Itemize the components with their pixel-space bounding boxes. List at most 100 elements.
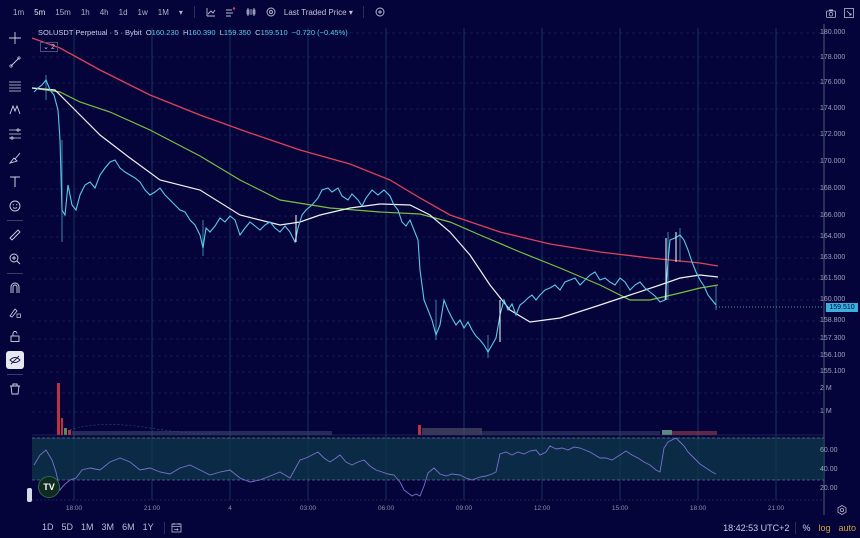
price-label: 180.000 — [820, 29, 846, 36]
indicators-collapse-button[interactable]: ⌄ 2 — [40, 42, 58, 52]
range-3m[interactable]: 3M — [101, 521, 115, 532]
time-label: 21:00 — [767, 505, 785, 512]
trash-icon — [10, 383, 20, 395]
horizontal-lines-tool[interactable] — [0, 74, 30, 98]
time-label: 18:00 — [689, 505, 707, 512]
timeframe-1h[interactable]: 1h — [80, 7, 90, 17]
fib-icon — [9, 128, 21, 140]
crosshair-tool[interactable] — [0, 26, 30, 50]
auto-toggle[interactable]: auto — [838, 523, 856, 533]
zoom-in-tool[interactable] — [0, 247, 30, 271]
fib-tool[interactable] — [0, 122, 30, 146]
volume-label: 1 M — [820, 408, 832, 415]
goto-date-icon[interactable] — [171, 522, 182, 535]
indicators-icon[interactable] — [204, 5, 218, 19]
timeframe-dropdown[interactable]: ▾ — [178, 7, 183, 17]
candle-wicks — [45, 75, 717, 358]
pattern-icon — [9, 104, 21, 115]
current-price-tag: 159.510 — [826, 303, 858, 312]
settings-icon[interactable] — [264, 5, 278, 19]
percent-toggle[interactable]: % — [802, 523, 811, 533]
brush-tool[interactable] — [0, 146, 30, 170]
price-source-dropdown[interactable]: Last Traded Price ▾ — [283, 7, 353, 17]
close-label: C — [255, 28, 261, 37]
price-label: 170.000 — [820, 158, 846, 165]
ruler-icon — [9, 229, 21, 241]
scroll-handle[interactable] — [27, 488, 32, 502]
price-label: 156.100 — [820, 352, 846, 359]
unlock-icon — [10, 331, 20, 342]
timeframe-1M[interactable]: 1M — [157, 7, 169, 17]
high-label: H — [182, 28, 189, 37]
price-line — [33, 78, 717, 354]
emoji-icon — [9, 200, 21, 212]
price-label: 160.000 — [820, 296, 846, 303]
clock: 18:42:53 UTC+2 — [723, 523, 790, 533]
toolbar-divider — [795, 522, 797, 534]
camera-icon[interactable] — [826, 5, 836, 23]
lock-drawing-tool[interactable] — [0, 300, 30, 324]
compare-icon[interactable] — [244, 5, 258, 19]
symbol-name[interactable]: SOLUSDT Perpetual · 5 · Bybit — [38, 28, 142, 37]
rsi-label: 20.00 — [820, 485, 838, 492]
hide-drawings-icon — [9, 355, 21, 365]
time-label: 03:00 — [299, 505, 317, 512]
bottom-toolbar: 1D 5D 1M 3M 6M 1Y 18:42:53 UTC+2 % log a… — [0, 518, 860, 538]
timeframe-1d[interactable]: 1d — [118, 7, 128, 17]
drawing-toolbar — [0, 26, 30, 395]
open-label: O — [145, 28, 152, 37]
range-6m[interactable]: 6M — [122, 521, 135, 532]
symbol-legend: SOLUSDT Perpetual · 5 · Bybit O160.230 H… — [38, 28, 348, 37]
timeframe-1m[interactable]: 1m — [13, 7, 25, 17]
text-icon — [10, 176, 20, 187]
trash-tool[interactable] — [0, 377, 30, 401]
timeframe-4h[interactable]: 4h — [99, 7, 109, 17]
trend-line-tool[interactable] — [0, 50, 30, 74]
change-value: −0.720 (−0.45%) — [291, 28, 348, 37]
log-toggle[interactable]: log — [818, 523, 831, 533]
large-candles — [295, 215, 677, 342]
range-5d[interactable]: 5D — [61, 521, 74, 532]
toolbar-divider — [362, 6, 364, 18]
volume-bars — [57, 383, 717, 435]
fullscreen-icon[interactable] — [844, 5, 854, 23]
range-1y[interactable]: 1Y — [142, 521, 154, 532]
ruler-tool[interactable] — [0, 223, 30, 247]
price-label: 164.000 — [820, 233, 846, 240]
toolbar-divider — [193, 6, 195, 18]
ma-slow-line — [31, 37, 719, 267]
magnet-tool[interactable] — [0, 276, 30, 300]
timeframe-15m[interactable]: 15m — [55, 7, 71, 17]
top-right-tools — [826, 5, 854, 23]
toolbar-divider — [163, 521, 165, 534]
price-label: 166.000 — [820, 212, 846, 219]
rsi-label: 40.00 — [820, 466, 838, 473]
range-1d[interactable]: 1D — [42, 521, 54, 532]
axis-settings-icon[interactable] — [837, 502, 847, 520]
timeframe-1w[interactable]: 1w — [137, 7, 148, 17]
magnet-icon — [10, 282, 20, 293]
price-label: 158.800 — [820, 317, 846, 324]
timeframe-5m[interactable]: 5m — [34, 7, 46, 17]
lock-tool[interactable] — [0, 324, 30, 348]
time-label: 12:00 — [533, 505, 551, 512]
volume-label: 2 M — [820, 385, 832, 392]
tradingview-logo[interactable]: TV — [38, 476, 60, 498]
price-label: 174.000 — [820, 105, 846, 112]
alert-icon[interactable] — [224, 5, 238, 19]
hide-drawings-tool[interactable] — [0, 348, 30, 372]
open-value: 160.230 — [151, 28, 179, 37]
pencil-lock-icon — [9, 308, 21, 318]
pattern-tool[interactable] — [0, 98, 30, 122]
add-icon[interactable] — [373, 5, 387, 19]
time-label: 4 — [228, 505, 232, 512]
range-1m[interactable]: 1M — [81, 521, 94, 532]
price-label: 172.000 — [820, 131, 846, 138]
text-tool[interactable] — [0, 170, 30, 194]
emoji-tool[interactable] — [0, 194, 30, 218]
low-label: L — [219, 28, 224, 37]
time-label: 21:00 — [143, 505, 161, 512]
ma-fast-line — [31, 87, 719, 323]
sidebar-divider — [7, 273, 23, 274]
